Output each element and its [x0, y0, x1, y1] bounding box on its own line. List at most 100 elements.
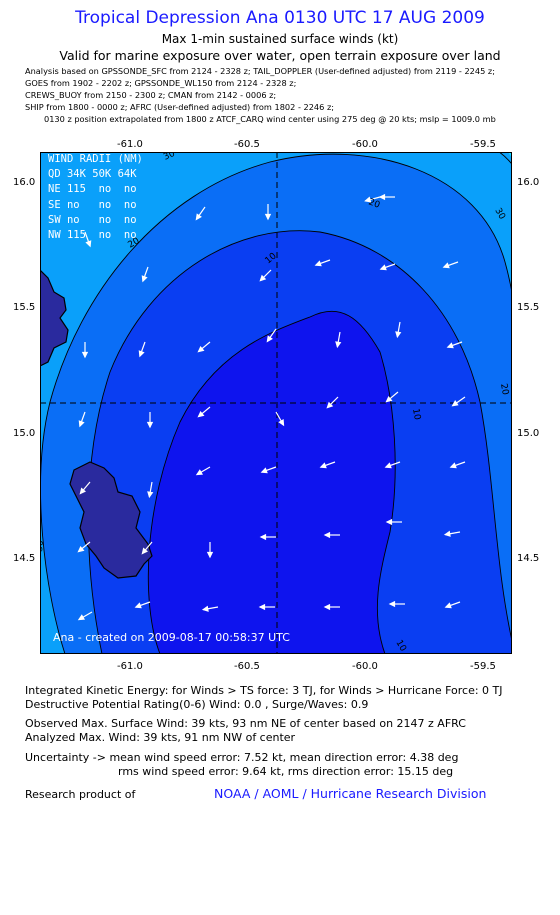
radii-value: no [98, 198, 112, 211]
radii-quad: NW [48, 229, 61, 242]
wind-arrow-head [81, 351, 89, 359]
wind-arrow-head [385, 395, 393, 403]
radii-value: 115 [66, 183, 86, 196]
island-southwest [69, 461, 153, 579]
radii-value: no [98, 183, 112, 196]
wind-arrow-head [442, 262, 450, 269]
wind-arrow-head [138, 350, 145, 358]
wind-arrow-head [326, 401, 334, 409]
lon-tick-bottom: -59.5 [470, 661, 496, 672]
analysis-note: CREWS_BUOY from 2150 - 2300 z; CMAN from… [25, 90, 277, 100]
lat-tick-right: 15.0 [517, 428, 540, 439]
map-credit: Ana - created on 2009-08-17 00:58:37 UTC [53, 631, 290, 644]
wind-arrow-head [446, 342, 454, 349]
wind-arrow-head [195, 213, 202, 221]
wind-arrow-head [197, 345, 205, 353]
analysis-note: SHIP from 1800 - 0000 z; AFRC (User-defi… [25, 102, 335, 112]
land-group [40, 269, 153, 579]
map-frame [40, 152, 512, 654]
lon-tick-bottom: -61.0 [117, 661, 143, 672]
lon-tick-top: -61.0 [117, 139, 143, 150]
radii-header: WIND [48, 153, 74, 165]
analyzed-max-wind: Analyzed Max. Wind: 39 kts, 91 nm NW of … [25, 731, 296, 744]
contour-line [147, 310, 396, 654]
radii-value: no [123, 198, 137, 211]
radii-value: no [66, 198, 80, 211]
lon-tick-top: -60.5 [234, 139, 260, 150]
lat-tick-right: 14.5 [517, 553, 540, 564]
lon-tick-bottom: -60.0 [352, 661, 378, 672]
wind-arrow-head [79, 487, 87, 495]
wind-arrow-head [319, 462, 327, 469]
analysis-note: Analysis based on GPSSONDE_SFC from 2124… [25, 66, 495, 76]
island-northwest [40, 269, 69, 367]
radii-value: no [123, 213, 137, 226]
wind-arrow-head [146, 421, 154, 429]
lon-tick-top: -59.5 [470, 139, 496, 150]
wind-arrow-head [379, 264, 387, 271]
hrd-link[interactable]: NOAA / AOML / Hurricane Research Divisio… [214, 786, 487, 801]
radii-value: no [123, 183, 137, 196]
contour-label: 30 [40, 540, 46, 553]
lon-tick-bottom: -60.5 [234, 661, 260, 672]
wind-arrow-head [201, 605, 209, 612]
wind-arrow-head [266, 335, 273, 343]
wind-arrow-head [384, 462, 392, 469]
radii-col-head: 34K [66, 168, 86, 181]
radii-quad: SE [48, 198, 61, 211]
contour-label: 20 [498, 383, 510, 396]
wind-arrow-head [378, 193, 386, 201]
wind-arrow-head [260, 467, 268, 474]
wind-arrow-head [141, 275, 148, 283]
radii-value: no [98, 213, 112, 226]
wind-arrow-head [78, 420, 85, 428]
contour-line [40, 153, 512, 654]
wind-arrow-head [395, 331, 402, 339]
lat-tick-right: 15.5 [517, 302, 540, 313]
uncertainty-mean: Uncertainty -> mean wind speed error: 7.… [25, 751, 459, 764]
wind-arrow-head [134, 602, 142, 609]
contour-label: 30 [162, 152, 177, 163]
radii-value: no [98, 229, 112, 242]
ike-stat: Integrated Kinetic Energy: for Winds > T… [25, 684, 503, 697]
wind-field-map: 30 20 10 20 30 10 20 30 10 [40, 152, 512, 654]
radii-col-head: 64K [117, 168, 137, 181]
research-label: Research product of [25, 788, 136, 801]
wind-arrow-head [451, 400, 459, 407]
observed-max-wind: Observed Max. Surface Wind: 39 kts, 93 n… [25, 717, 466, 730]
page-title: Tropical Depression Ana 0130 UTC 17 AUG … [75, 8, 485, 28]
uncertainty-rms: rms wind speed error: 9.64 kt, rms direc… [118, 765, 454, 778]
radii-col-head: 50K [92, 168, 112, 181]
wind-arrow-head [385, 518, 393, 526]
wind-arrow-head [141, 547, 149, 555]
lat-tick-right: 16.0 [517, 177, 540, 188]
radii-header: RADII [79, 153, 112, 165]
wind-arrow-head [85, 240, 92, 248]
radii-value: no [66, 213, 80, 226]
radii-value: 115 [66, 229, 86, 242]
position-note: 0130 z position extrapolated from 1800 z… [44, 114, 496, 124]
wind-radii-table: WIND RADII (NM) QD 34K 50K 64K NE 115 no… [48, 152, 143, 243]
wind-arrow-head [259, 533, 267, 541]
wind-arrow-head [206, 551, 214, 559]
wind-arrow-head [278, 418, 285, 427]
lat-tick-left: 15.0 [13, 428, 36, 439]
wind-arrow-head [364, 196, 372, 203]
wind-arrow-head [335, 341, 342, 349]
lat-tick-left: 16.0 [13, 177, 36, 188]
wind-arrow-head [314, 260, 322, 267]
wind-arrow-head [197, 410, 205, 418]
radii-value: no [123, 229, 137, 242]
analysis-note: GOES from 1902 - 2202 z; GPSSONDE_WL150 … [25, 78, 297, 88]
wind-arrow-head [323, 603, 331, 611]
radii-quad: SW [48, 213, 61, 226]
lon-tick-top: -60.0 [352, 139, 378, 150]
wind-arrow-head [264, 213, 272, 221]
band-le10 [148, 311, 396, 654]
map-subtitle: Max 1-min sustained surface winds (kt) [161, 32, 399, 46]
wind-arrow-head [147, 491, 154, 499]
wind-arrow-head [195, 469, 204, 476]
wind-arrow-head [77, 545, 85, 553]
contour-line [87, 230, 512, 654]
contour-label: 10 [410, 408, 422, 421]
